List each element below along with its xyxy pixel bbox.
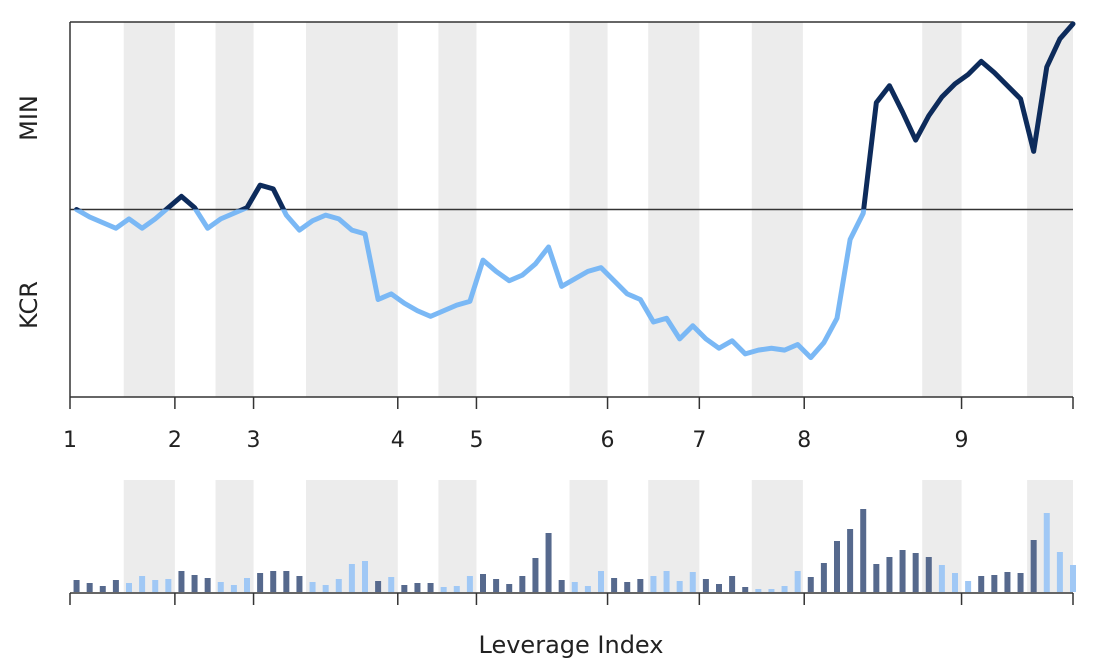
x-tick-label: 5 [469,428,483,453]
bar [873,564,880,592]
bar [952,573,958,592]
bar [112,580,119,592]
bar [126,583,132,592]
bar [427,583,434,592]
bar [742,587,749,592]
bar [217,582,224,592]
bar [244,578,250,592]
bar [834,541,840,592]
bar [912,553,919,592]
bar [230,585,237,592]
bar [283,571,290,592]
bar [480,574,486,592]
shaded-band [123,480,175,592]
bar [702,579,709,592]
bar [401,585,408,592]
bar [519,576,526,592]
bar [755,589,762,592]
bar [309,582,316,592]
bar [414,583,421,592]
bar [676,581,683,592]
bar [624,582,631,592]
shaded-band [751,480,803,592]
y-label-top: MIN [15,95,43,141]
bar [506,584,513,592]
x-tick-label: 6 [601,428,615,453]
bar [466,576,473,592]
bar [86,583,93,592]
bar [899,550,906,592]
x-tick-label: 9 [955,428,969,453]
bar [270,571,277,592]
bar [532,558,539,592]
y-label-bottom: KCR [15,281,43,329]
bar [807,577,814,592]
bar [1004,572,1011,592]
bar [637,579,644,592]
bar [375,581,382,592]
background-layer [123,22,1073,592]
bar [73,580,80,592]
bar [1017,573,1024,592]
bar [204,578,211,592]
x-tick-label: 8 [797,428,811,453]
bar [191,575,198,592]
bar [257,573,264,592]
bar [99,586,106,592]
bar [348,564,355,592]
x-tick-label: 3 [247,428,261,453]
bar [965,581,972,592]
shaded-band [215,480,254,592]
bar [689,572,696,592]
bar [1043,513,1050,592]
bar [768,589,775,592]
bar [322,585,329,592]
bar [139,576,146,592]
bar [781,586,788,592]
bar [165,579,172,592]
bar [794,571,801,592]
bar [1030,540,1037,592]
x-tick-label: 7 [692,428,706,453]
series-line [74,21,1076,361]
bar [178,571,185,592]
bar [558,580,565,592]
bar [820,563,827,592]
bar [335,579,342,592]
bar [611,578,618,592]
bar [388,577,395,592]
bar [925,557,932,592]
bar [938,565,945,592]
bar [440,587,447,592]
bar [847,529,854,592]
bar [152,580,159,592]
x-tick-label: 1 [63,428,77,453]
bar [362,561,368,592]
bar [1070,565,1076,592]
bar [650,576,657,592]
bar [716,584,722,592]
bar [545,533,552,592]
bar [978,576,985,592]
bar [296,576,303,592]
x-tick-label: 2 [168,428,182,453]
x-axis-label: Leverage Index [479,631,664,659]
x-tick-label: 4 [391,428,405,453]
bar [584,586,591,592]
bar [663,571,670,592]
bar [453,586,460,592]
bar [493,579,500,592]
shaded-band [438,480,477,592]
bar [1056,552,1063,592]
bar [598,571,604,592]
bar [860,509,867,592]
bar [991,575,998,592]
bar [571,582,578,592]
bar [886,557,893,592]
bar [729,576,736,592]
